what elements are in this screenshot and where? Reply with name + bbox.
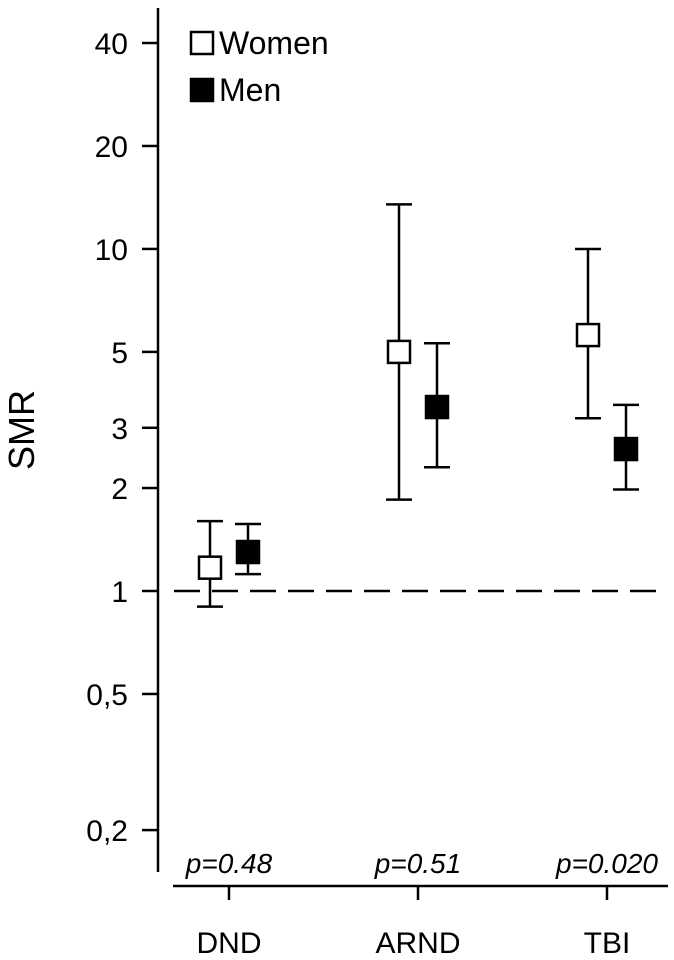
legend-label: Men [219, 72, 281, 108]
y-tick-label: 40 [95, 28, 128, 61]
y-axis-label: SMR [1, 390, 42, 470]
legend: Women Men [189, 25, 329, 108]
y-tick-label: 1 [111, 576, 128, 609]
data-point-women [197, 555, 223, 580]
x-tick-label: DND [197, 927, 262, 960]
data-point-men [613, 436, 639, 462]
data-point-women [575, 322, 601, 348]
y-tick-label: 0,2 [86, 815, 128, 848]
axes [142, 8, 668, 900]
p-value-label: p=0.48 [185, 848, 273, 879]
legend-label: Women [219, 25, 329, 61]
p-value-label: p=0.020 [555, 848, 658, 879]
y-tick-label: 0,5 [86, 679, 128, 712]
data-point-men [424, 394, 450, 420]
p-value-label: p=0.51 [374, 848, 461, 879]
y-tick-label: 3 [111, 413, 128, 446]
y-tick-label: 20 [95, 131, 128, 164]
data-point-men [235, 539, 261, 565]
legend-marker-women [189, 30, 215, 56]
labels: SMR 40 20 10 5 3 2 1 0,5 0,2 DND p=0.48 ARND p=0.51 T… [1, 28, 658, 960]
y-tick-label: 5 [111, 337, 128, 370]
x-tick-label: TBI [584, 927, 631, 960]
data-point-women [386, 339, 412, 365]
plot-area [174, 203, 668, 608]
y-tick-label: 10 [95, 234, 128, 267]
x-tick-label: ARND [375, 927, 460, 960]
legend-marker-men [189, 77, 215, 103]
y-tick-label: 2 [111, 473, 128, 506]
